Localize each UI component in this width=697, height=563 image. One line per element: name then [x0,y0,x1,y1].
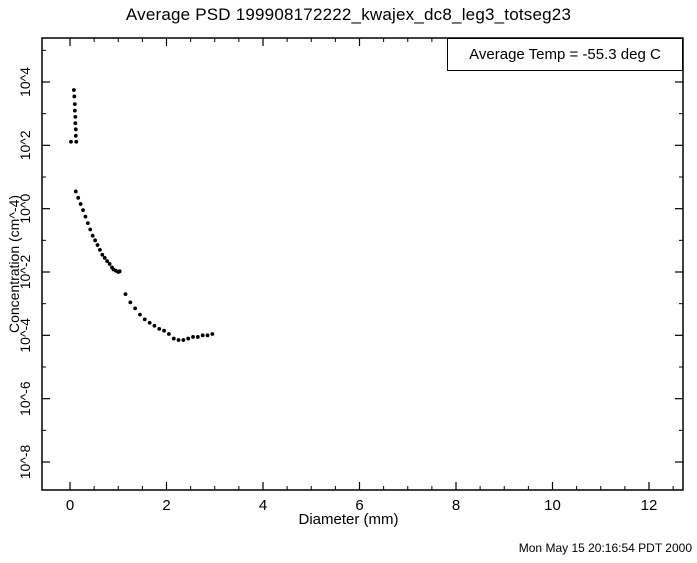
x-tick-label: 10 [544,497,561,514]
data-point [147,320,152,325]
x-axis-label: Diameter (mm) [298,511,399,528]
x-tick-label: 4 [259,497,267,514]
data-point [157,326,162,331]
average-temp-annotation: Average Temp = -55.3 deg C [447,38,683,71]
data-point [72,102,77,107]
data-point [107,262,112,266]
data-point [191,335,195,339]
data-point [100,252,105,257]
data-point [93,238,97,243]
data-point [71,88,76,92]
data-point [205,333,210,338]
data-point [73,115,78,119]
data-point [73,133,78,138]
y-tick-label: 10^-4 [17,318,33,353]
x-tick-label: 8 [452,497,460,514]
data-point [76,195,81,200]
data-point [73,127,78,132]
y-tick-label: 10^-6 [17,381,33,416]
data-point [102,255,107,260]
data-point [90,233,95,238]
data-point [152,323,157,328]
y-tick-label: 10^-2 [17,254,33,289]
y-tick-label: 10^4 [17,67,33,97]
data-point [171,336,176,341]
data-point [69,139,73,144]
data-point [181,338,186,342]
y-tick-label: 10^-8 [17,444,33,479]
data-point [176,338,181,342]
data-point [78,202,83,206]
data-point [105,259,110,264]
data-point [95,243,100,247]
data-point [162,328,166,333]
data-point [133,306,138,311]
data-point [186,336,191,341]
y-tick-label: 10^0 [17,193,33,223]
x-tick-label: 0 [66,497,74,514]
x-tick-label: 6 [355,497,363,514]
y-axis-label: Concentration (cm^-4) [6,194,22,334]
data-point [138,312,142,317]
data-point [85,221,90,226]
data-point [81,208,85,213]
data-point [167,332,171,336]
data-point [128,300,133,305]
plot-title: Average PSD 199908172222_kwajex_dc8_leg3… [125,5,572,24]
data-point [73,189,78,194]
data-point [88,227,93,232]
data-point [210,332,215,336]
data-point [72,108,77,113]
data-point [98,247,102,252]
data-point [72,94,77,99]
y-tick-label: 10^2 [17,130,33,160]
plot-frame [41,37,684,491]
data-point [142,317,147,322]
data-point [123,292,128,297]
data-point [83,214,88,219]
x-tick-label: 2 [162,497,170,514]
timestamp: Mon May 15 20:16:54 PDT 2000 [518,541,692,555]
data-point [195,335,200,339]
data-point [73,121,78,126]
data-point [200,333,205,338]
x-tick-label: 12 [641,497,658,514]
data-point [74,139,79,144]
data-point [117,269,122,274]
